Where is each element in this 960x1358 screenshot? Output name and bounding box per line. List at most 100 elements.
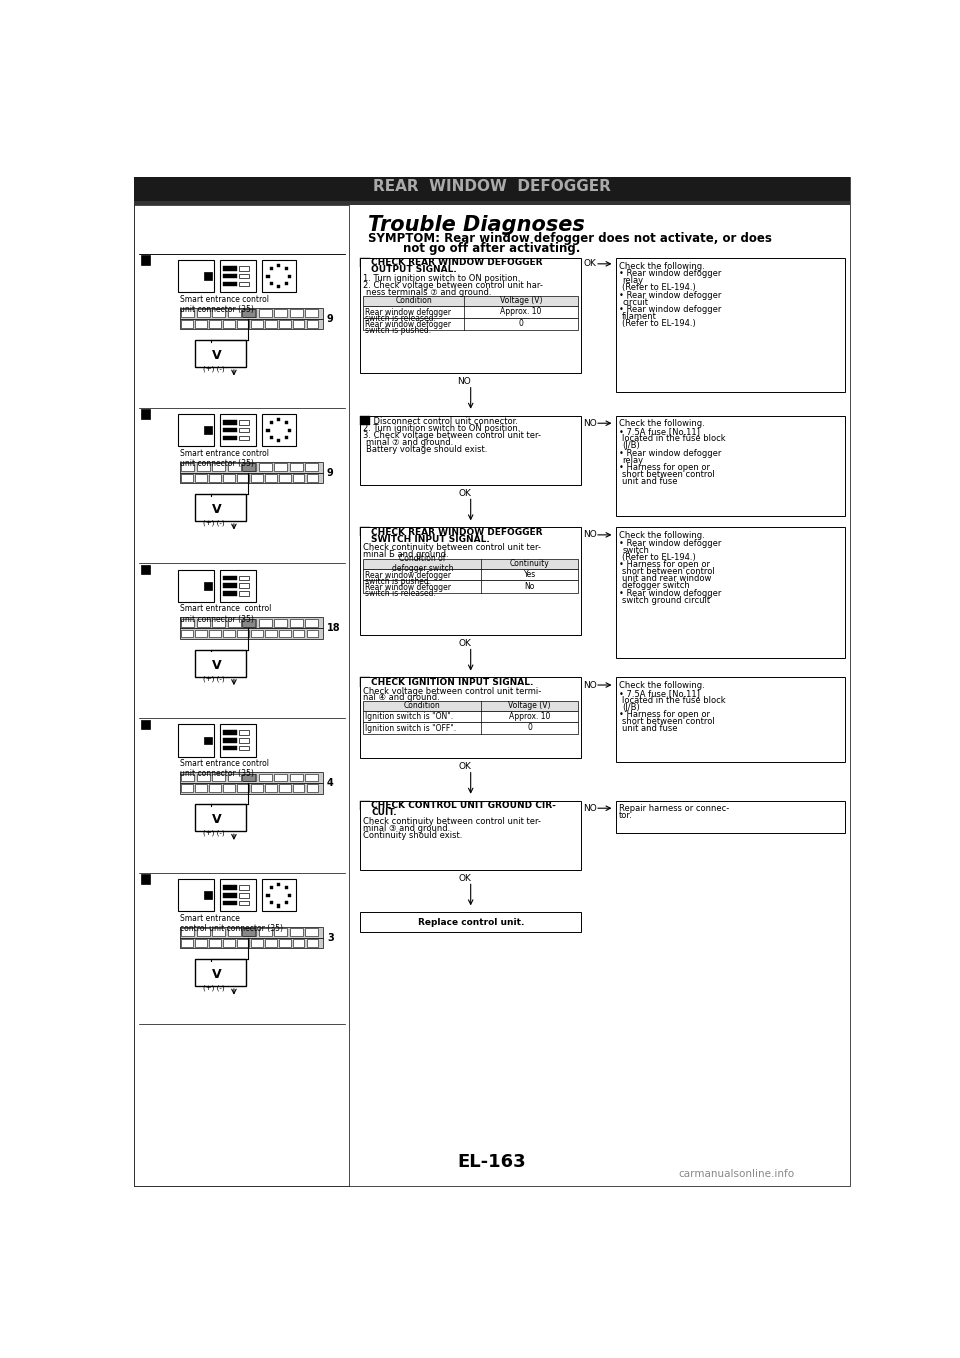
Text: • Harness for open or: • Harness for open or [619, 710, 710, 720]
Bar [251, 474, 263, 482]
Bar [212, 310, 226, 316]
Text: V: V [212, 813, 222, 826]
Bar [239, 576, 250, 580]
Bar [223, 591, 237, 596]
Bar [181, 929, 194, 936]
Bar [209, 474, 221, 482]
Bar [223, 785, 234, 792]
Text: switch: switch [622, 546, 649, 554]
Text: unit and fuse: unit and fuse [622, 724, 678, 733]
Text: located in the fuse block: located in the fuse block [622, 435, 726, 443]
Bar [277, 285, 280, 288]
Text: OK: OK [458, 873, 471, 883]
Bar [179, 879, 214, 911]
Bar [262, 259, 296, 292]
Bar [237, 474, 249, 482]
Polygon shape [181, 417, 210, 443]
Bar [277, 263, 280, 268]
Bar [242, 310, 254, 316]
Text: (Refer to EL-194.): (Refer to EL-194.) [622, 319, 696, 329]
Text: Voltage (V): Voltage (V) [509, 701, 551, 710]
Bar [278, 474, 291, 482]
Text: Smart entrance control
unit connector (35): Smart entrance control unit connector (3… [180, 759, 269, 778]
Text: Continuity: Continuity [510, 559, 549, 568]
Bar [209, 320, 221, 327]
Bar [360, 258, 370, 268]
Bar [275, 929, 287, 936]
Bar [243, 929, 256, 936]
Bar [179, 724, 214, 756]
Text: unit and rear window: unit and rear window [622, 574, 711, 583]
Bar [220, 724, 255, 756]
Bar [360, 527, 581, 636]
Bar [363, 580, 578, 592]
Bar [307, 630, 319, 637]
Bar [223, 630, 234, 637]
Bar [228, 929, 241, 936]
Bar [270, 268, 273, 270]
Bar [363, 558, 578, 569]
Bar [290, 619, 303, 626]
Bar [134, 177, 850, 201]
Text: CHECK IGNITION INPUT SIGNAL.: CHECK IGNITION INPUT SIGNAL. [372, 678, 534, 687]
Bar [180, 473, 324, 483]
Bar [223, 584, 237, 588]
Text: 1. Disconnect control unit connector.: 1. Disconnect control unit connector. [363, 417, 518, 426]
Text: Smart entrance
control unit connector (35): Smart entrance control unit connector (3… [180, 914, 282, 933]
Bar [270, 421, 273, 424]
Bar [275, 774, 287, 781]
Bar [223, 281, 237, 287]
Text: short between control: short between control [622, 568, 715, 576]
Bar [223, 420, 237, 425]
Bar [616, 527, 845, 659]
Text: No: No [524, 583, 535, 591]
Text: • Harness for open or: • Harness for open or [619, 463, 710, 473]
Bar [181, 474, 193, 482]
Bar [363, 701, 578, 712]
Bar [223, 900, 237, 906]
Bar [237, 940, 249, 947]
Bar [134, 205, 348, 1186]
Bar [141, 875, 150, 884]
Bar [197, 619, 210, 626]
Bar [360, 800, 370, 809]
Bar [237, 320, 249, 327]
Bar [307, 785, 319, 792]
Text: 0: 0 [527, 722, 532, 732]
Bar [616, 800, 845, 832]
Bar [288, 894, 291, 896]
Bar [239, 428, 250, 432]
Text: SWITCH INPUT SIGNAL.: SWITCH INPUT SIGNAL. [372, 535, 490, 543]
Text: circuit: circuit [622, 297, 648, 307]
Text: • Rear window defogger: • Rear window defogger [619, 291, 722, 300]
Bar [363, 712, 578, 722]
Bar [181, 785, 193, 792]
Bar [228, 310, 241, 316]
Text: (Refer to EL-194.): (Refer to EL-194.) [622, 282, 696, 292]
Bar [616, 258, 845, 392]
Polygon shape [181, 263, 210, 289]
Bar [363, 318, 578, 330]
Text: nal ④ and ground.: nal ④ and ground. [363, 694, 440, 702]
Text: Approx. 10: Approx. 10 [509, 712, 550, 721]
Bar [277, 440, 280, 443]
Bar [277, 418, 280, 421]
Bar [228, 774, 241, 781]
Bar [616, 416, 845, 516]
Text: CUIT.: CUIT. [372, 808, 396, 818]
Bar [242, 463, 254, 471]
Text: carmanualsonline.info: carmanualsonline.info [678, 1169, 794, 1179]
Bar [278, 320, 291, 327]
Bar [239, 584, 250, 588]
Bar [181, 774, 194, 781]
Bar [223, 436, 237, 440]
Text: Check the following.: Check the following. [619, 262, 705, 270]
Text: CHECK REAR WINDOW DEFOGGER: CHECK REAR WINDOW DEFOGGER [372, 528, 542, 536]
Bar [285, 436, 288, 439]
Bar [223, 576, 237, 580]
Bar [285, 421, 288, 424]
Bar [277, 883, 280, 885]
Bar [251, 785, 263, 792]
Text: OK: OK [584, 259, 596, 269]
Bar [243, 310, 256, 316]
